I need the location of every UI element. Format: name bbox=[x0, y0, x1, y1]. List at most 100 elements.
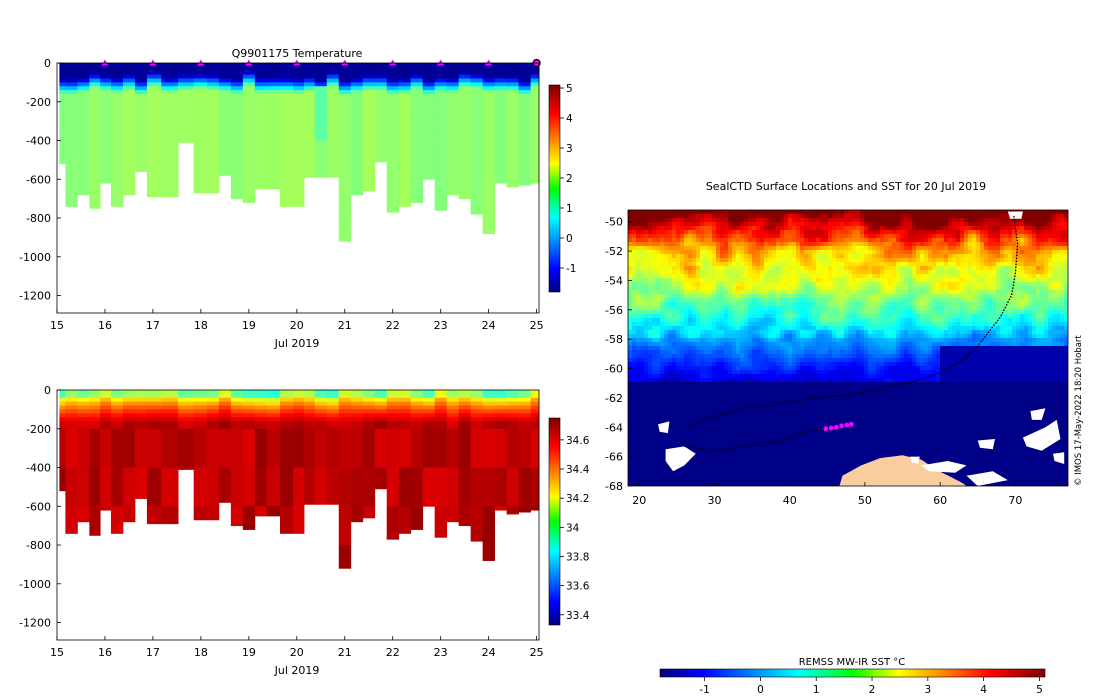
profile-cell bbox=[146, 144, 162, 149]
profile-cell bbox=[506, 459, 520, 465]
sst-cell bbox=[636, 390, 641, 395]
profile-cell bbox=[362, 486, 376, 492]
profile-cell bbox=[458, 463, 472, 468]
profile-cell bbox=[230, 117, 244, 122]
sst-cell bbox=[644, 346, 649, 351]
sst-cell bbox=[676, 402, 681, 407]
sst-cell bbox=[692, 382, 697, 387]
profile-cell bbox=[65, 86, 78, 91]
profile-cell bbox=[350, 393, 364, 399]
sst-cell bbox=[720, 430, 725, 435]
profile-cell bbox=[206, 78, 220, 83]
profile-cell bbox=[266, 479, 281, 484]
profile-cell bbox=[506, 424, 520, 430]
sst-cell bbox=[696, 310, 701, 315]
profile-cell bbox=[110, 156, 124, 161]
sst-cell bbox=[652, 342, 657, 347]
sst-cell bbox=[704, 302, 709, 307]
profile-cell bbox=[470, 66, 484, 72]
profile-cell bbox=[410, 171, 424, 176]
sst-cell bbox=[740, 342, 745, 347]
profile-cell bbox=[482, 221, 496, 227]
sst-cell bbox=[644, 326, 649, 331]
sst-cell bbox=[672, 322, 677, 327]
sst-cell bbox=[676, 346, 681, 351]
profile-cell bbox=[266, 401, 281, 406]
sst-cell bbox=[736, 398, 741, 403]
profile-cell bbox=[458, 475, 472, 480]
profile-cell bbox=[110, 401, 124, 406]
profile-cell bbox=[434, 125, 448, 130]
profile-cell bbox=[506, 152, 520, 157]
sst-cell bbox=[712, 462, 717, 467]
sst-cell bbox=[648, 394, 653, 399]
profile-cell bbox=[434, 109, 448, 114]
profile-cell bbox=[422, 413, 436, 418]
sst-cell bbox=[744, 334, 749, 339]
profile-cell bbox=[65, 101, 78, 107]
sst-cell bbox=[740, 410, 745, 415]
sst-cell bbox=[720, 302, 725, 307]
sst-cell bbox=[668, 322, 673, 327]
profile-cell bbox=[506, 163, 520, 169]
profile-cell bbox=[77, 483, 90, 488]
sst-cell bbox=[644, 298, 649, 303]
profile-cell bbox=[59, 136, 66, 141]
profile-cell bbox=[314, 66, 328, 72]
profile-cell bbox=[326, 94, 340, 99]
profile-cell bbox=[482, 225, 496, 231]
profile-cell bbox=[518, 452, 532, 457]
profile-cell bbox=[293, 128, 305, 134]
profile-cell bbox=[530, 390, 540, 395]
profile-cell bbox=[386, 109, 400, 114]
profile-cell bbox=[230, 125, 244, 130]
profile-cell bbox=[350, 490, 364, 496]
sst-cell bbox=[660, 230, 665, 235]
profile-cell bbox=[304, 436, 316, 441]
profile-cell bbox=[518, 121, 532, 126]
sst-cell bbox=[656, 210, 661, 215]
profile-cell bbox=[398, 517, 412, 523]
profile-cell bbox=[59, 471, 66, 476]
profile-cell bbox=[266, 428, 281, 434]
sst-map-panel: SealCTD Surface Locations and SST for 20… bbox=[605, 180, 1084, 696]
sst-cell bbox=[704, 258, 709, 263]
sst-cell bbox=[660, 242, 665, 247]
profile-cell bbox=[65, 409, 78, 414]
profile-cell bbox=[122, 506, 136, 511]
profile-cell bbox=[482, 428, 496, 434]
sst-cell bbox=[684, 422, 689, 427]
sst-cell bbox=[716, 478, 721, 483]
profile-cell bbox=[146, 459, 162, 465]
profile-cell bbox=[470, 125, 484, 130]
profile-cell bbox=[254, 471, 268, 476]
profile-cell bbox=[65, 140, 78, 145]
sst-cell bbox=[704, 282, 709, 287]
profile-cell bbox=[293, 179, 305, 184]
profile-cell bbox=[518, 475, 532, 480]
profile-cell bbox=[89, 475, 101, 480]
sst-cell bbox=[700, 466, 705, 471]
profile-cell bbox=[470, 483, 484, 488]
profile-cell bbox=[65, 390, 78, 395]
profile-cell bbox=[122, 63, 136, 68]
sst-cell bbox=[688, 430, 693, 435]
profile-cell bbox=[89, 94, 101, 99]
sst-cell bbox=[628, 238, 633, 243]
profile-cell bbox=[218, 86, 232, 91]
profile-cell bbox=[100, 132, 112, 138]
profile-cell bbox=[446, 401, 460, 406]
sst-cell bbox=[628, 390, 633, 395]
profile-cell bbox=[458, 125, 472, 130]
profile-cell bbox=[410, 490, 424, 496]
profile-cell bbox=[530, 78, 540, 83]
profile-cell bbox=[338, 82, 352, 87]
profile-cell bbox=[59, 94, 66, 99]
profile-cell bbox=[77, 463, 90, 468]
profile-cell bbox=[89, 144, 101, 149]
sst-cell bbox=[744, 262, 749, 267]
profile-cell bbox=[280, 202, 294, 207]
sst-cell bbox=[628, 394, 633, 399]
sst-cell bbox=[628, 330, 633, 335]
sst-cell bbox=[652, 254, 657, 259]
